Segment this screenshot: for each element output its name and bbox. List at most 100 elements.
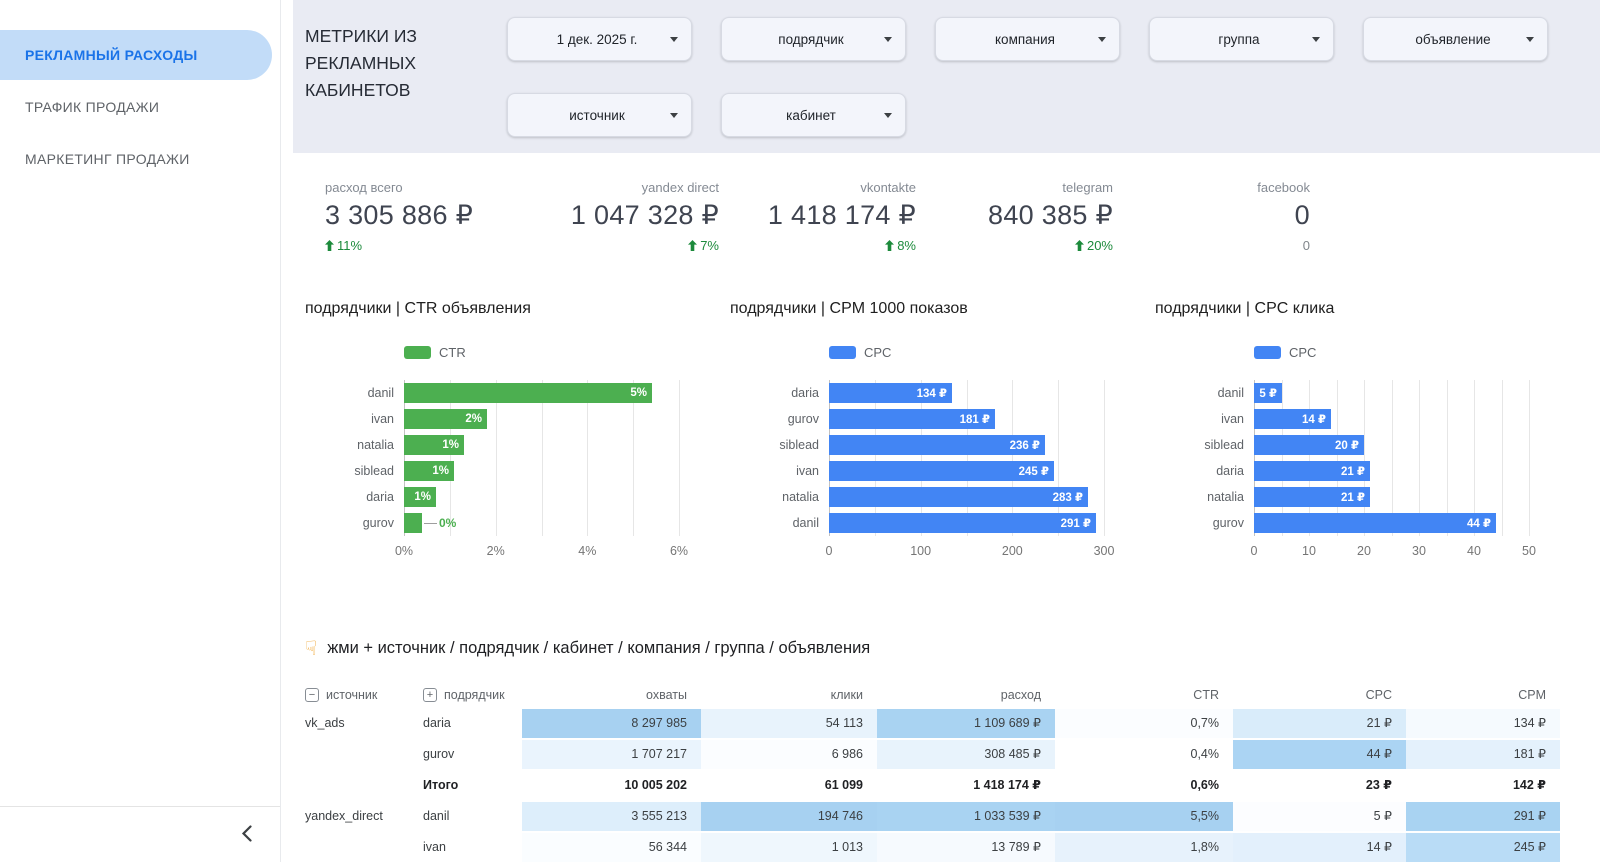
filter-chip[interactable]: 1 дек. 2025 г. — [507, 17, 692, 61]
chart-bar[interactable]: 2% — [404, 409, 487, 429]
chart-bar[interactable]: 1% — [404, 487, 436, 507]
chart-bar[interactable]: 5% — [404, 383, 652, 403]
cell-value: 1 707 217 — [522, 740, 701, 771]
cell-value: 14 ₽ — [1233, 833, 1406, 862]
filters: 1 дек. 2025 г. подрядчик компания группа объ… — [507, 17, 1548, 153]
sidebar-item[interactable]: МАРКЕТИНГ ПРОДАЖИ — [0, 134, 280, 184]
chart-bar-row: daria1% — [305, 484, 729, 510]
bar-chart: подрядчики | CPM 1000 показовCPCdaria134… — [730, 300, 1154, 560]
kpi-delta: 20% — [916, 238, 1113, 253]
chart-category-label: siblead — [1155, 438, 1254, 452]
collapse-sidebar-button[interactable] — [237, 821, 256, 849]
column-header[interactable]: CTR — [1055, 688, 1233, 702]
expand-plus-icon[interactable]: + — [423, 688, 437, 702]
chart-category-label: gurov — [730, 412, 829, 426]
filter-chip[interactable]: кабинет — [721, 93, 906, 137]
column-header[interactable]: охваты — [522, 688, 701, 702]
kpi-card: yandex direct1 047 328 ₽7% — [522, 180, 719, 253]
chart-bar[interactable]: 21 ₽ — [1254, 461, 1370, 481]
chart-bar-value-label: 0% — [424, 513, 456, 533]
chart-bar[interactable]: 1% — [404, 435, 464, 455]
column-header[interactable]: клики — [701, 688, 877, 702]
filter-row-2: источник кабинет — [507, 93, 1548, 137]
kpi-value: 1 418 174 ₽ — [719, 200, 916, 231]
chevron-down-icon — [1312, 37, 1320, 42]
cell-source: vk_ads — [305, 709, 423, 740]
cell-value: 0,6% — [1055, 771, 1233, 802]
collapse-minus-icon[interactable]: − — [305, 688, 319, 702]
axis-tick-label: 2% — [487, 544, 505, 558]
chart-legend: CTR — [404, 345, 729, 360]
arrow-up-icon — [325, 240, 334, 251]
column-header[interactable]: расход — [877, 688, 1055, 702]
cell-value: 10 005 202 — [522, 771, 701, 802]
cell-value: 0,7% — [1055, 709, 1233, 740]
column-header[interactable]: CPM — [1406, 688, 1560, 702]
filter-chip[interactable]: группа — [1149, 17, 1334, 61]
filter-chip-label: подрядчик — [738, 32, 884, 47]
cell-value: 0,4% — [1055, 740, 1233, 771]
legend-label: CPC — [864, 345, 891, 360]
chart-bar[interactable] — [404, 513, 422, 533]
filter-chip[interactable]: подрядчик — [721, 17, 906, 61]
chart-bar-row: daria21 ₽ — [1155, 458, 1579, 484]
axis-tick-label: 4% — [578, 544, 596, 558]
chart-plot: daria134 ₽gurov181 ₽siblead236 ₽ivan245 … — [730, 380, 1154, 536]
kpi-delta-value: 20% — [1087, 238, 1113, 253]
chevron-down-icon — [1526, 37, 1534, 42]
cell-value: 3 555 213 — [522, 802, 701, 833]
table-header-contractor: +подрядчик — [423, 688, 522, 702]
chart-bar[interactable]: 236 ₽ — [829, 435, 1045, 455]
cell-contractor: gurov — [423, 740, 522, 771]
chart-bar[interactable]: 134 ₽ — [829, 383, 952, 403]
cell-value: 245 ₽ — [1406, 833, 1560, 862]
chart-bar[interactable]: 14 ₽ — [1254, 409, 1331, 429]
sidebar: РЕКЛАМНЫЙ РАСХОДЫТРАФИК ПРОДАЖИМАРКЕТИНГ… — [0, 0, 281, 862]
kpi-delta-value: 8% — [897, 238, 916, 253]
chart-bar[interactable]: 283 ₽ — [829, 487, 1088, 507]
filter-chip[interactable]: объявление — [1363, 17, 1548, 61]
filter-chip-label: источник — [524, 108, 670, 123]
cell-source — [305, 771, 423, 802]
chart-bar-row: danil5 ₽ — [1155, 380, 1579, 406]
kpi-card: telegram840 385 ₽20% — [916, 180, 1113, 253]
kpi-delta: 8% — [719, 238, 916, 253]
table-row: Итого10 005 20261 0991 418 174 ₽0,6%23 ₽… — [305, 771, 1560, 802]
filter-chip-label: компания — [952, 32, 1098, 47]
chart-bar[interactable]: 20 ₽ — [1254, 435, 1364, 455]
chevron-down-icon — [884, 113, 892, 118]
bar-chart: подрядчики | CTR объявленияCTRdanil5%iva… — [305, 300, 729, 560]
filter-chip[interactable]: компания — [935, 17, 1120, 61]
table-row: gurov1 707 2176 986308 485 ₽0,4%44 ₽181 … — [305, 740, 1560, 771]
axis-tick-label: 6% — [670, 544, 688, 558]
axis-tick-label: 0% — [395, 544, 413, 558]
sidebar-item[interactable]: ТРАФИК ПРОДАЖИ — [0, 82, 280, 132]
filter-chip[interactable]: источник — [507, 93, 692, 137]
chart-bar[interactable]: 245 ₽ — [829, 461, 1054, 481]
chart-bar-track: 1% — [404, 487, 679, 507]
chart-title: подрядчики | CPC клика — [1155, 300, 1579, 318]
chart-bar-track: 44 ₽ — [1254, 513, 1529, 533]
chart-bar[interactable]: 44 ₽ — [1254, 513, 1496, 533]
chart-bar[interactable]: 181 ₽ — [829, 409, 995, 429]
chart-bar[interactable]: 291 ₽ — [829, 513, 1096, 533]
cell-value: 8 297 985 — [522, 709, 701, 740]
sidebar-item[interactable]: РЕКЛАМНЫЙ РАСХОДЫ — [0, 30, 272, 80]
chart-bar[interactable]: 5 ₽ — [1254, 383, 1282, 403]
main-content: МЕТРИКИ ИЗ РЕКЛАМНЫХ КАБИНЕТОВ 1 дек. 20… — [281, 0, 1600, 862]
cell-value: 1 418 174 ₽ — [877, 771, 1055, 802]
chart-category-label: gurov — [305, 516, 404, 530]
column-header[interactable]: CPC — [1233, 688, 1406, 702]
chart-bar[interactable]: 21 ₽ — [1254, 487, 1370, 507]
filter-chip-label: группа — [1166, 32, 1312, 47]
kpi-delta: 11% — [325, 238, 522, 253]
axis-tick-label: 0 — [1251, 544, 1258, 558]
cell-value: 194 746 — [701, 802, 877, 833]
chart-bar[interactable]: 1% — [404, 461, 454, 481]
axis-tick-label: 200 — [1002, 544, 1023, 558]
arrow-up-icon — [885, 240, 894, 251]
cell-value: 21 ₽ — [1233, 709, 1406, 740]
table-row: vk_adsdaria8 297 98554 1131 109 689 ₽0,7… — [305, 709, 1560, 740]
chart-category-label: gurov — [1155, 516, 1254, 530]
cell-value: 181 ₽ — [1406, 740, 1560, 771]
